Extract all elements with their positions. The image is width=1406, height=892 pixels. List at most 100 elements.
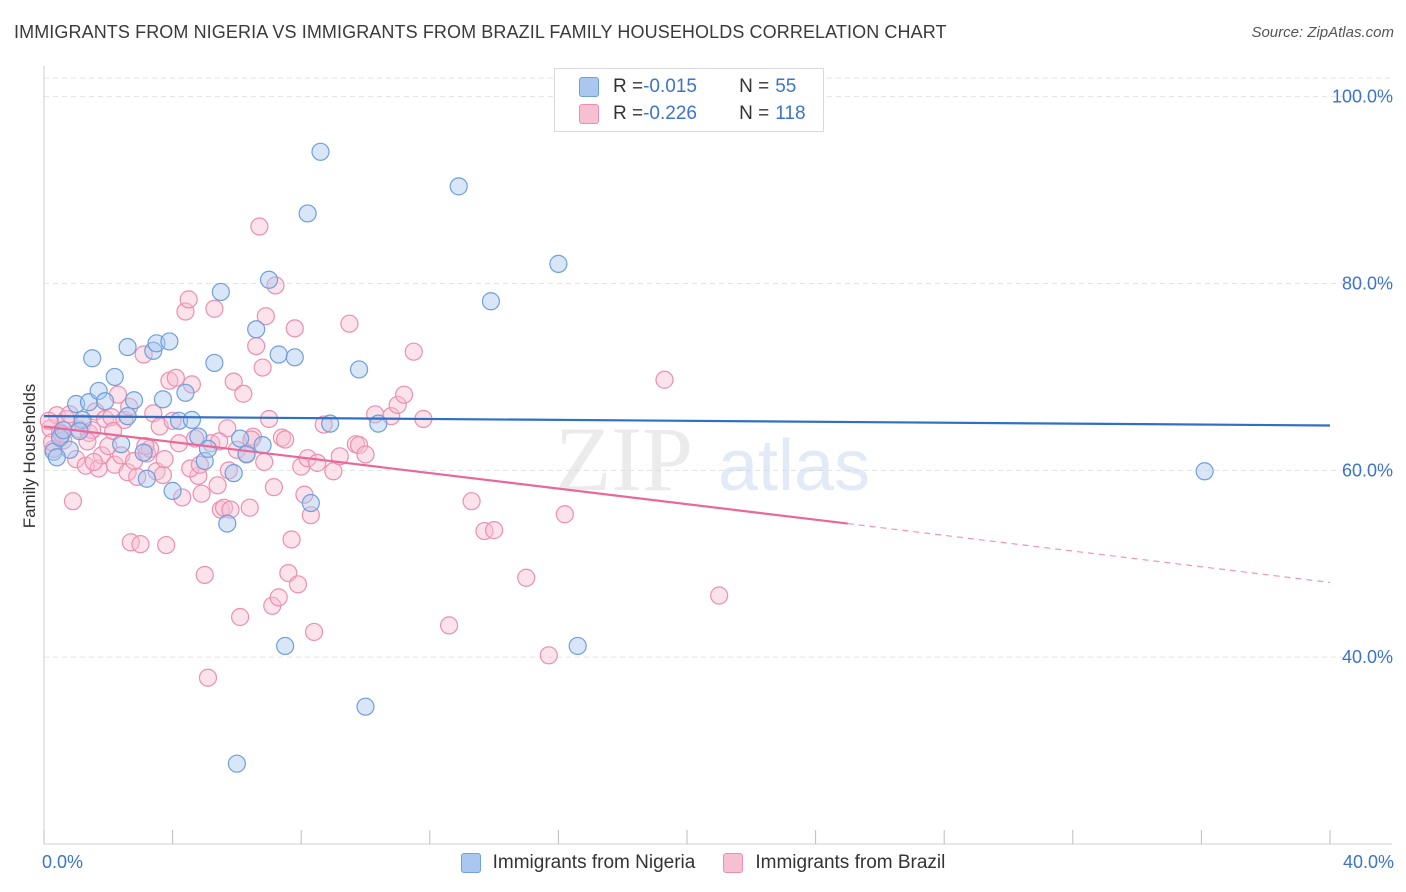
- r-value: -0.015: [643, 76, 697, 97]
- nigeria-point: [218, 514, 237, 533]
- brazil-swatch: [579, 104, 599, 124]
- brazil-points: [39, 217, 729, 687]
- legend-item-brazil[interactable]: Immigrants from Brazil: [723, 852, 945, 874]
- legend-label-brazil: Immigrants from Brazil: [755, 852, 946, 873]
- brazil-point: [166, 368, 185, 387]
- brazil-swatch: [723, 853, 744, 873]
- y-tick-label: 100.0%: [1332, 87, 1393, 107]
- watermark-zip: ZIP: [555, 408, 693, 510]
- brazil-point: [219, 461, 238, 480]
- nigeria-point: [356, 697, 375, 716]
- brazil-point: [539, 646, 558, 665]
- brazil-point: [324, 462, 343, 481]
- brazil-point: [475, 521, 494, 541]
- brazil-point: [314, 415, 333, 434]
- x-tick-max: 40.0%: [1342, 852, 1394, 872]
- brazil-point: [63, 492, 83, 511]
- stats-legend: R = -0.015 N = 55 R = -0.226 N = 118: [554, 68, 824, 132]
- brazil-point: [221, 500, 240, 519]
- brazil-point: [195, 565, 214, 585]
- nigeria-point: [182, 410, 201, 429]
- brazil-point: [173, 488, 192, 507]
- brazil-point: [153, 465, 173, 485]
- brazil-point: [304, 622, 324, 642]
- n-label: N =: [739, 76, 770, 97]
- brazil-point: [655, 370, 674, 389]
- brazil-point: [224, 372, 243, 391]
- nigeria-point: [311, 142, 330, 161]
- brazil-point: [404, 342, 423, 361]
- legend-label-nigeria: Immigrants from Nigeria: [492, 852, 696, 873]
- brazil-point: [276, 430, 295, 449]
- nigeria-point: [211, 282, 230, 302]
- legend-item-nigeria[interactable]: Immigrants from Nigeria: [460, 852, 696, 874]
- y-tick-label: 80.0%: [1342, 274, 1393, 294]
- nigeria-point: [227, 754, 246, 773]
- brazil-point: [250, 217, 269, 236]
- n-value: 118: [775, 103, 806, 124]
- nigeria-point: [349, 360, 369, 379]
- stats-row-brazil: R = -0.226 N = 118: [579, 102, 806, 126]
- nigeria-point: [237, 445, 256, 464]
- brazil-point: [388, 395, 407, 415]
- brazil-point: [118, 463, 137, 482]
- nigeria-point: [153, 390, 173, 409]
- nigeria-point: [105, 367, 124, 387]
- brazil-point: [269, 588, 288, 607]
- brazil-point: [157, 535, 176, 555]
- nigeria-points: [44, 142, 1214, 773]
- nigeria-point: [276, 636, 295, 656]
- nigeria-point: [205, 353, 224, 373]
- brazil-point: [308, 453, 327, 472]
- brazil-point: [272, 428, 292, 447]
- brazil-point: [192, 484, 211, 503]
- brazil-point: [218, 419, 237, 438]
- brazil-point: [356, 445, 375, 464]
- brazil-point: [181, 459, 200, 478]
- nigeria-trend-line: [43, 415, 1331, 427]
- brazil-point: [517, 568, 536, 587]
- brazil-point: [710, 586, 729, 605]
- nigeria-point: [247, 320, 266, 339]
- brazil-point: [264, 478, 283, 497]
- brazil-point: [155, 450, 174, 469]
- nigeria-point: [298, 204, 317, 223]
- brazil-point: [340, 314, 359, 333]
- brazil-point: [285, 319, 304, 338]
- nigeria-point: [124, 391, 144, 410]
- watermark: ZIP atlas: [555, 408, 870, 510]
- brazil-point: [255, 452, 274, 472]
- nigeria-point: [134, 443, 153, 462]
- nigeria-point: [118, 337, 137, 357]
- nigeria-point: [449, 177, 468, 196]
- nigeria-point: [176, 383, 195, 402]
- nigeria-point: [259, 270, 279, 289]
- r-label: R =: [613, 103, 644, 124]
- brazil-point: [67, 450, 86, 469]
- brazil-point: [256, 307, 275, 326]
- nigeria-point: [269, 345, 288, 364]
- brazil-trend-line: [43, 425, 848, 525]
- watermark-atlas: atlas: [718, 426, 870, 506]
- brazil-point: [462, 492, 481, 511]
- nigeria-point: [568, 636, 587, 656]
- source-label: Source: ZipAtlas.com: [1251, 24, 1394, 41]
- nigeria-swatch: [460, 853, 481, 873]
- nigeria-point: [95, 392, 115, 411]
- r-label: R =: [613, 76, 644, 97]
- n-label: N =: [739, 103, 770, 124]
- nigeria-point: [163, 481, 182, 500]
- brazil-point: [349, 436, 369, 455]
- brazil-point: [247, 337, 266, 356]
- nigeria-point: [112, 435, 131, 454]
- nigeria-point: [1195, 462, 1214, 481]
- nigeria-point: [321, 414, 340, 433]
- gridlines: [44, 77, 1392, 658]
- brazil-point: [259, 409, 279, 429]
- brazil-point: [555, 505, 574, 524]
- brazil-point: [288, 575, 308, 594]
- y-tick-label: 40.0%: [1342, 647, 1393, 667]
- brazil-point: [136, 436, 155, 456]
- nigeria-point: [549, 254, 568, 273]
- nigeria-point: [198, 439, 218, 458]
